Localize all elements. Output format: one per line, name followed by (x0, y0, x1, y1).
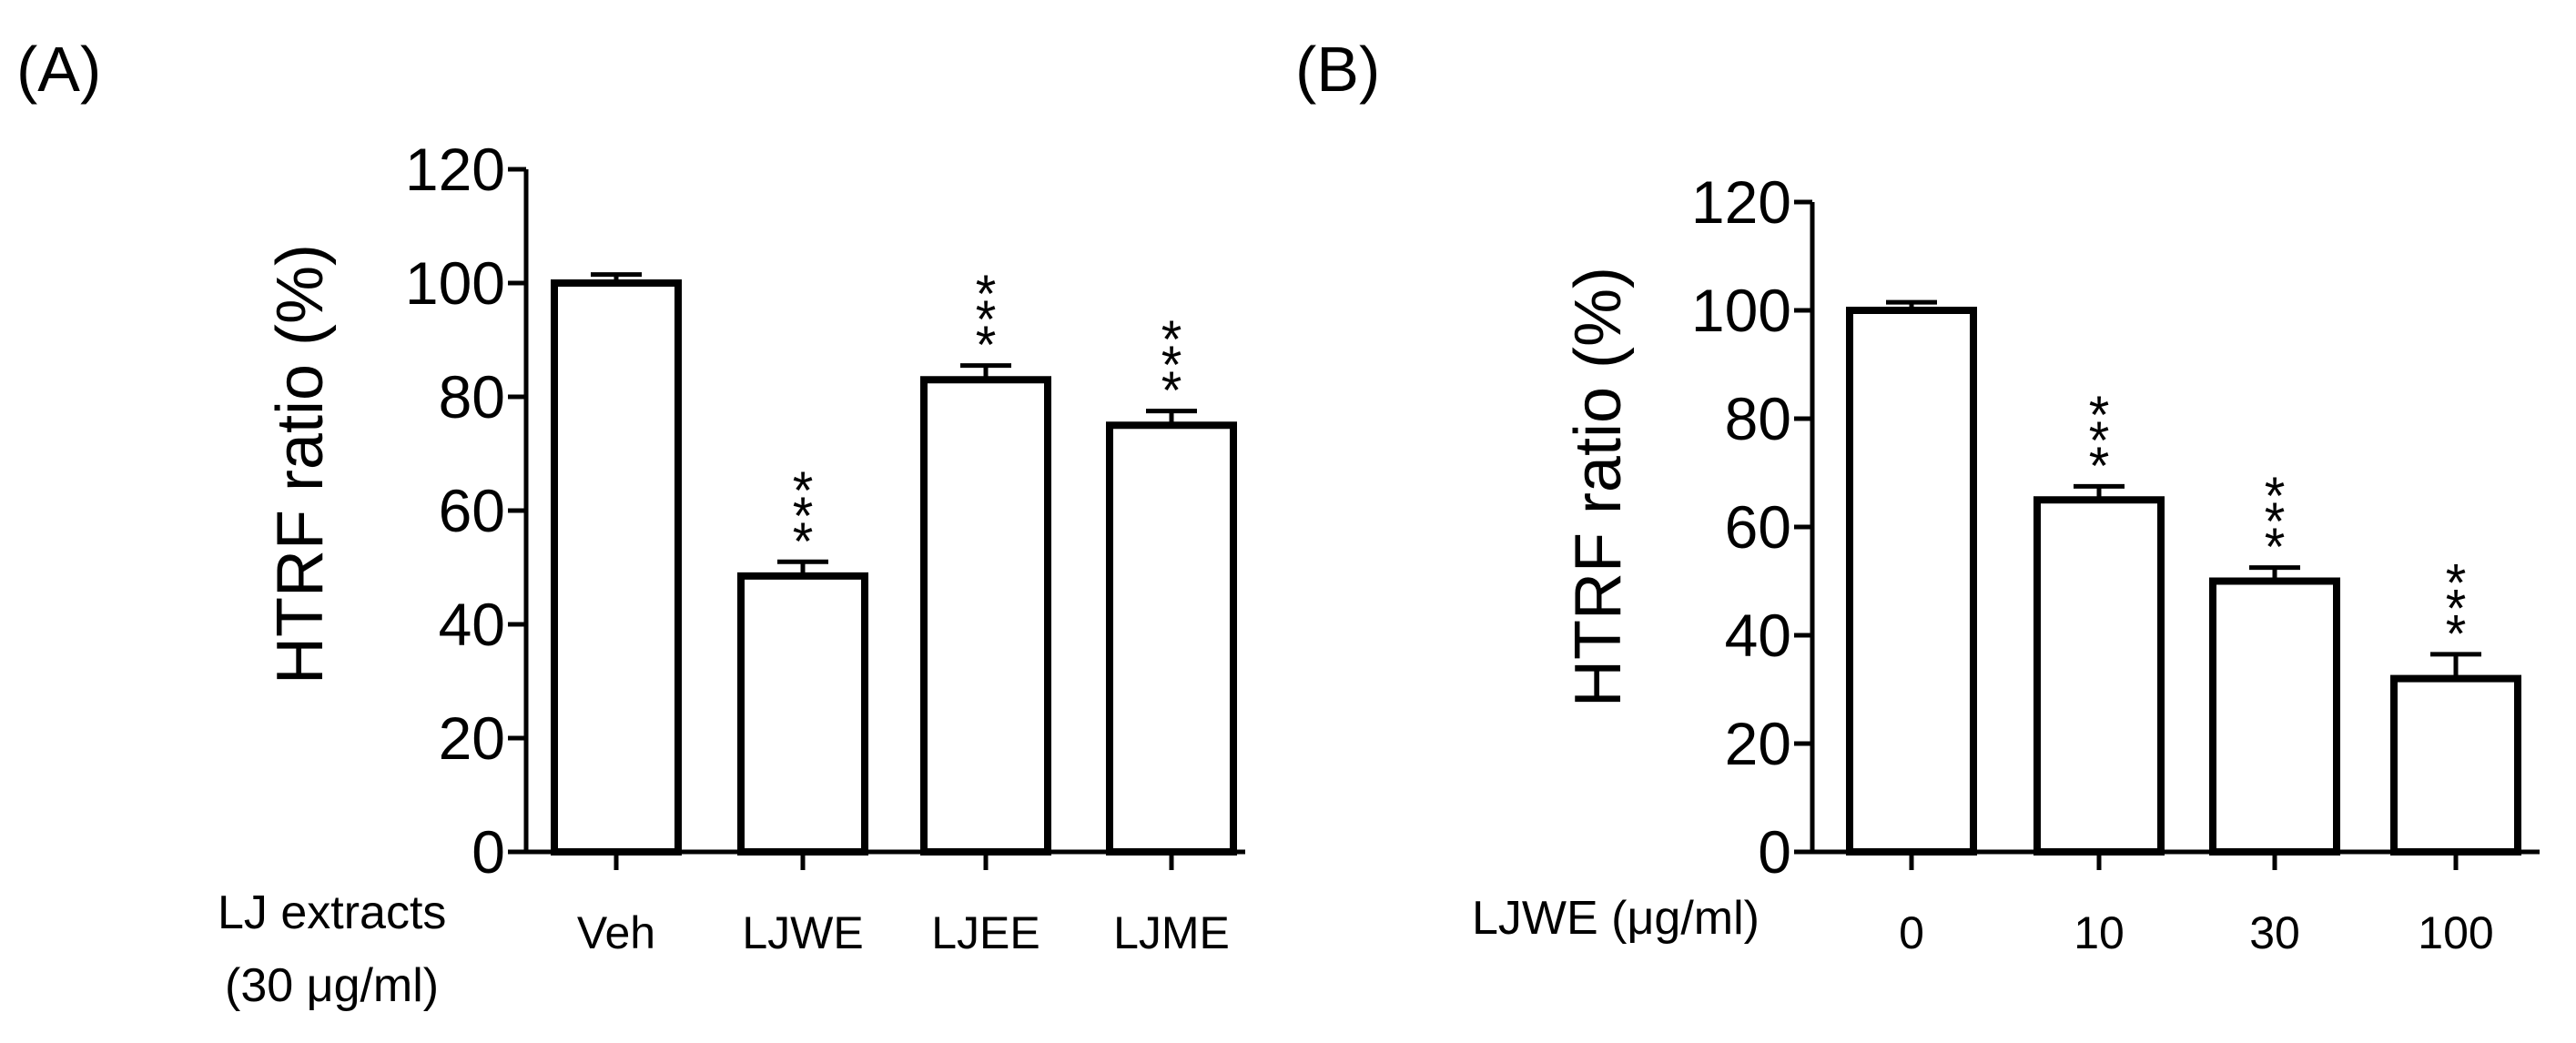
bar (737, 572, 868, 856)
panel-label: (B) (1295, 34, 1380, 105)
significance-star: * (793, 461, 814, 521)
x-tick-label: 10 (2074, 907, 2125, 958)
y-tick-label: 20 (1725, 710, 1791, 777)
significance-star: * (793, 512, 814, 572)
significance-star: * (2446, 604, 2467, 663)
x-tick-label: 30 (2249, 907, 2300, 958)
x-tick-label: 100 (2418, 907, 2493, 958)
significance-star: * (2089, 437, 2110, 496)
significance-star: * (2089, 411, 2110, 471)
significance-star: * (1161, 336, 1182, 395)
bar (2390, 674, 2521, 856)
y-tick-label: 60 (1725, 493, 1791, 561)
y-tick-label: 80 (439, 363, 505, 430)
y-tick-label: 20 (439, 704, 505, 772)
significance-star: * (976, 265, 997, 324)
significance-star: * (2446, 579, 2467, 638)
y-tick-label: 60 (439, 477, 505, 544)
panel-a: (A) 0 20 40 60 80 100 120 HTRF ratio (%) Veh LJWE *… (16, 34, 1245, 1012)
y-tick-label: 100 (1691, 277, 1791, 344)
y-axis-label: HTRF ratio (%) (264, 244, 337, 684)
y-tick-label: 40 (1725, 602, 1791, 669)
bar (2209, 577, 2340, 856)
y-tick-label: 120 (1691, 168, 1791, 236)
y-tick-label: 100 (405, 249, 505, 317)
significance-star: * (2265, 518, 2286, 577)
x-tick-label: LJWE (742, 907, 863, 958)
y-tick-label: 40 (439, 591, 505, 658)
x-axis-label: LJWE (μg/ml) (1472, 892, 1760, 945)
significance-star: * (1161, 310, 1182, 370)
y-tick-label: 80 (1725, 385, 1791, 452)
panel-label: (A) (16, 34, 101, 105)
significance-star: * (2089, 386, 2110, 445)
x-tick-label: LJEE (931, 907, 1040, 958)
y-tick-label: 0 (472, 818, 505, 886)
significance-star: * (793, 487, 814, 546)
x-tick-label: Veh (577, 907, 655, 958)
bar (2033, 496, 2165, 856)
significance-star: * (1161, 361, 1182, 420)
y-axis-label: HTRF ratio (%) (1562, 267, 1635, 707)
significance-star: * (2265, 467, 2286, 526)
significance-star: * (976, 290, 997, 349)
significance-star: * (2265, 492, 2286, 552)
significance-star: * (2446, 553, 2467, 613)
x-axis-label: (30 μg/ml) (225, 959, 439, 1012)
x-tick-label: 0 (1899, 907, 1924, 958)
y-tick-label: 120 (405, 136, 505, 203)
y-tick-label: 0 (1758, 818, 1791, 886)
bar (551, 279, 682, 856)
bar (1846, 307, 1977, 856)
bar (1106, 421, 1237, 856)
bar (920, 376, 1051, 856)
significance-star: * (976, 316, 997, 375)
x-axis-label: LJ extracts (218, 886, 446, 939)
x-tick-label: LJME (1113, 907, 1230, 958)
